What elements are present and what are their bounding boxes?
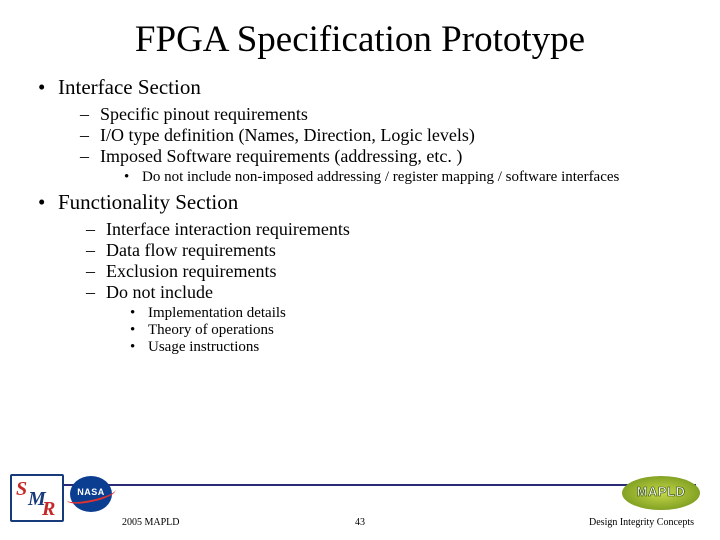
text: Functionality Section — [58, 190, 238, 214]
sub-item: Imposed Software requirements (addressin… — [80, 146, 682, 186]
text: Imposed Software requirements (addressin… — [100, 146, 462, 166]
mapld-text: MAPLD — [622, 484, 700, 499]
bullet-interface: Interface Section Specific pinout requir… — [38, 75, 682, 186]
slide: FPGA Specification Prototype Interface S… — [0, 0, 720, 540]
text: Usage instructions — [148, 339, 259, 355]
text: Do not include — [106, 282, 213, 302]
mapld-logo: MAPLD — [622, 476, 700, 512]
text: Specific pinout requirements — [100, 104, 308, 124]
smr-logo: SMR — [10, 474, 64, 522]
sub-sub-item: Usage instructions — [130, 339, 682, 356]
text: Interface interaction requirements — [106, 219, 350, 239]
bullet-functionality: Functionality Section Interface interact… — [38, 190, 682, 356]
sub-sub-item: Theory of operations — [130, 322, 682, 339]
sub-item: Data flow requirements — [80, 240, 682, 261]
footer: SMR NASA MAPLD 2005 MAPLD 43 Design Inte… — [0, 476, 720, 528]
sub-item: I/O type definition (Names, Direction, L… — [80, 125, 682, 146]
slide-content: Interface Section Specific pinout requir… — [0, 61, 720, 356]
slide-title: FPGA Specification Prototype — [0, 0, 720, 61]
text: Theory of operations — [148, 322, 274, 338]
sub-item: Specific pinout requirements — [80, 104, 682, 125]
text: Do not include non-imposed addressing / … — [142, 169, 619, 185]
sub-sub-item: Implementation details — [130, 305, 682, 322]
sub-item: Interface interaction requirements — [80, 219, 682, 240]
text: I/O type definition (Names, Direction, L… — [100, 125, 475, 145]
text: Interface Section — [58, 75, 201, 99]
text: Exclusion requirements — [106, 261, 276, 281]
footer-divider — [58, 484, 696, 486]
sub-item: Do not include Implementation details Th… — [80, 282, 682, 356]
sub-item: Exclusion requirements — [80, 261, 682, 282]
sub-sub-item: Do not include non-imposed addressing / … — [124, 169, 682, 186]
footer-right: Design Integrity Concepts — [589, 517, 694, 528]
nasa-text: NASA — [70, 487, 112, 497]
nasa-logo: NASA — [70, 476, 114, 514]
text: Implementation details — [148, 305, 286, 321]
text: Data flow requirements — [106, 240, 276, 260]
